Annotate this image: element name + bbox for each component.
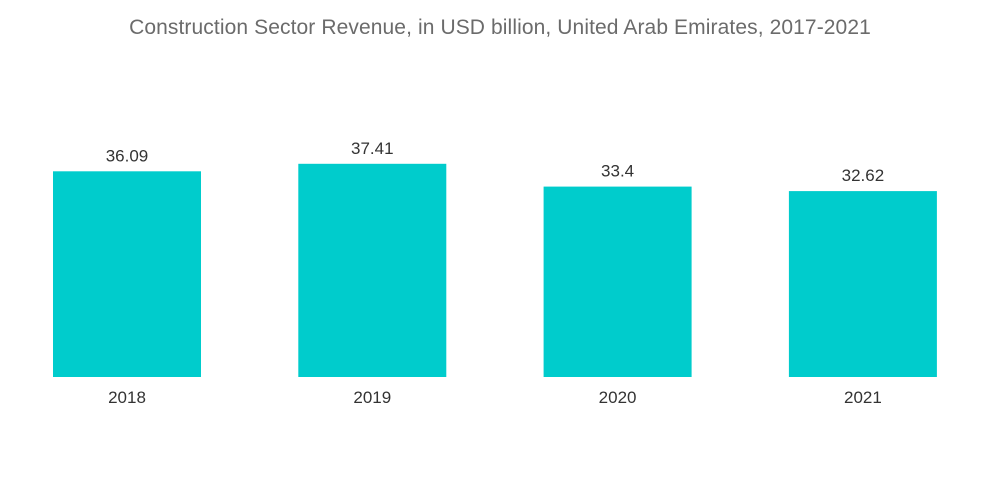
x-axis-ticks: 2018 2019 2020 2021 xyxy=(108,388,882,407)
bar-2020 xyxy=(543,186,692,377)
chart-title: Construction Sector Revenue, in USD bill… xyxy=(129,16,871,39)
bars-layer xyxy=(53,163,937,377)
x-tick-label-2019: 2019 xyxy=(353,388,391,407)
bar-2019 xyxy=(298,163,447,377)
value-label-2019: 37.41 xyxy=(351,139,394,158)
bar-2018 xyxy=(53,171,201,377)
value-label-2018: 36.09 xyxy=(106,146,149,165)
value-labels-layer: 36.09 37.41 33.4 32.62 xyxy=(106,139,884,185)
x-tick-label-2020: 2020 xyxy=(599,388,637,407)
value-label-2021: 32.62 xyxy=(842,166,885,185)
x-tick-label-2018: 2018 xyxy=(108,388,146,407)
x-tick-label-2021: 2021 xyxy=(844,388,882,407)
bar-2021 xyxy=(788,191,937,377)
value-label-2020: 33.4 xyxy=(601,162,634,181)
